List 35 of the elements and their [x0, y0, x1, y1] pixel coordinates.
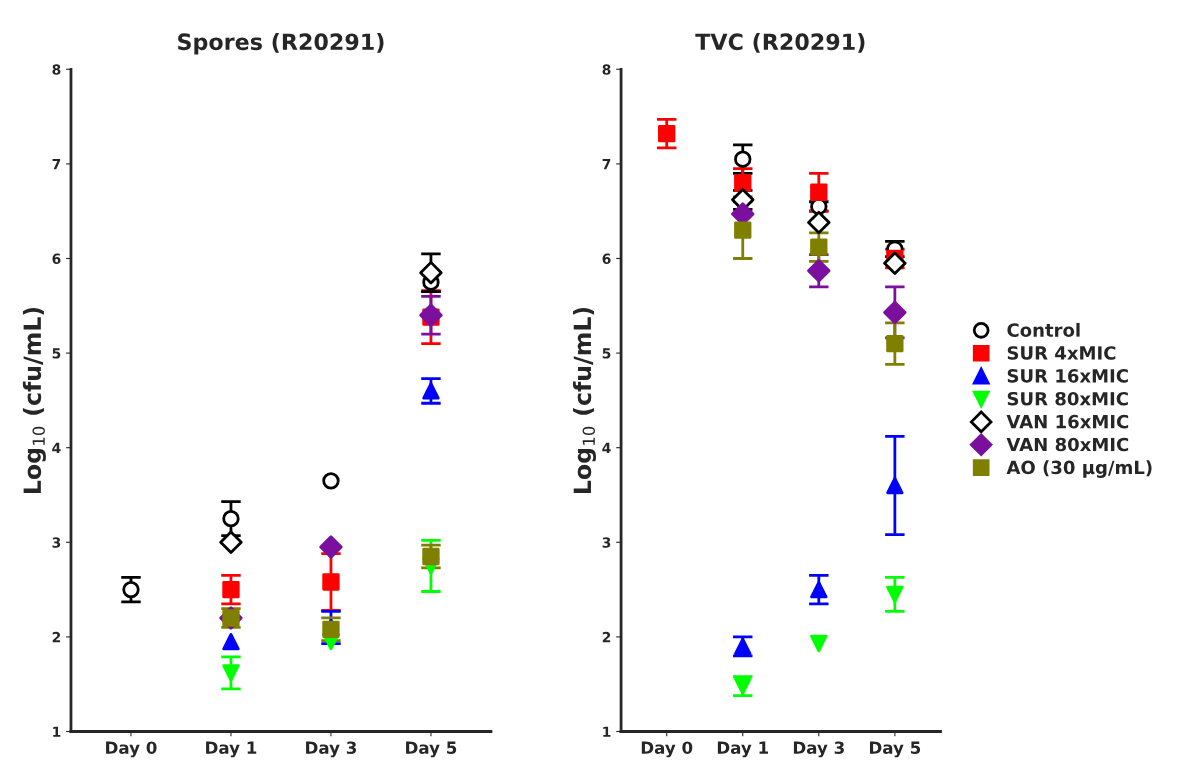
- x-tick-label: Day 1: [206, 741, 257, 758]
- legend-label: VAN 80xMIC: [1006, 437, 1129, 452]
- y-axis-title: Log$_{10}$ (cfu/mL): [22, 307, 46, 493]
- legend-label: SUR 4xMIC: [1007, 346, 1116, 360]
- legend-label: Control: [1007, 322, 1080, 337]
- legend-label: SUR 16xMIC: [1007, 369, 1128, 383]
- x-tick-label: Day 0: [106, 741, 157, 758]
- y-tick-label: 5: [602, 348, 611, 359]
- chart-title: TVC (R20291): [695, 32, 865, 53]
- y-tick-label: 1: [53, 726, 61, 737]
- y-tick-label: 8: [602, 64, 611, 75]
- legend-label: SUR 80xMIC: [1007, 391, 1128, 406]
- x-tick-label: Day 5: [406, 741, 457, 758]
- legend-label: VAN 16xMIC: [1006, 414, 1129, 429]
- y-tick-label: 3: [52, 537, 61, 548]
- y-tick-label: 2: [52, 631, 61, 643]
- x-tick-label: Day 0: [641, 741, 693, 758]
- y-tick-label: 6: [602, 253, 611, 264]
- y-tick-label: 8: [52, 64, 61, 75]
- legend-label: AO (30 μg/mL): [1006, 460, 1152, 478]
- x-tick-label: Day 3: [793, 741, 844, 758]
- x-tick-label: Day 5: [869, 741, 921, 758]
- y-tick-label: 7: [52, 159, 61, 170]
- y-tick-label: 2: [602, 631, 611, 643]
- x-tick-label: Day 3: [306, 741, 357, 758]
- y-tick-label: 7: [602, 159, 611, 170]
- x-tick-label: Day 1: [717, 741, 769, 758]
- y-tick-label: 6: [52, 253, 61, 264]
- y-tick-label: 4: [52, 442, 61, 453]
- chart-title: Spores (R20291): [178, 32, 384, 55]
- y-tick-label: 3: [602, 537, 611, 548]
- y-tick-label: 1: [603, 726, 611, 737]
- y-tick-label: 5: [52, 348, 61, 359]
- y-axis-title: Log$_{10}$ (cfu/mL): [572, 307, 597, 493]
- y-tick-label: 4: [602, 442, 611, 453]
